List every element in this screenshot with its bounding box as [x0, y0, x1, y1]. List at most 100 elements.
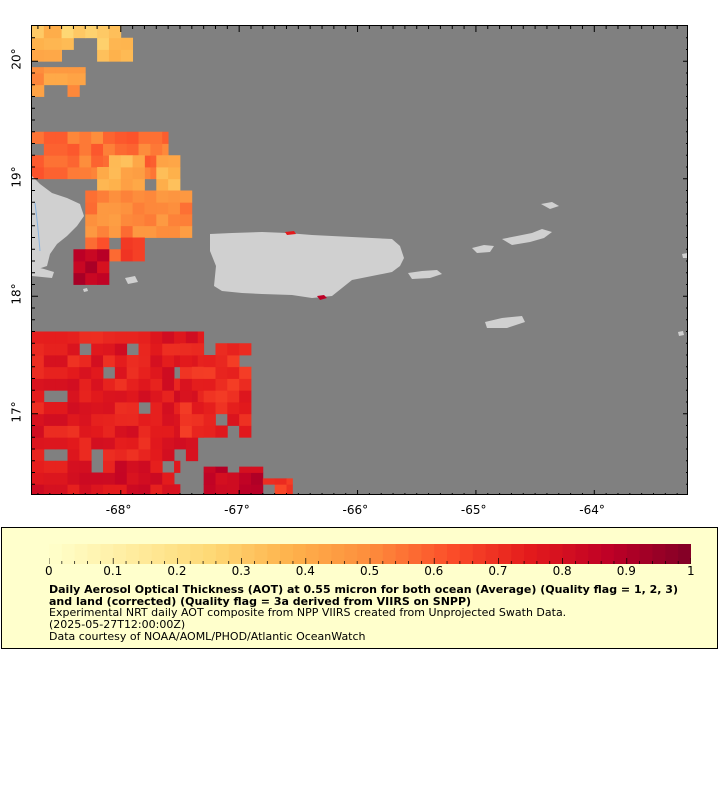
colorbar-swatch	[215, 544, 230, 564]
colorbar-label-0: 0	[45, 564, 53, 578]
aot-cell	[97, 237, 110, 250]
aot-cell	[43, 26, 57, 39]
puerto-rico-land	[210, 232, 404, 298]
colorbar-swatch	[536, 544, 551, 564]
colorbar-swatch	[344, 544, 358, 564]
aot-cell	[185, 449, 199, 462]
aot-cell	[120, 237, 134, 250]
aot-cell	[191, 402, 205, 415]
aot-cell	[138, 366, 151, 379]
aot-cell	[162, 331, 175, 344]
aot-cell	[79, 331, 92, 344]
aot-cell	[239, 366, 252, 379]
aot-cell	[91, 472, 104, 485]
aot-cell	[179, 214, 193, 227]
aot-cell	[55, 331, 68, 344]
aot-cell	[215, 378, 228, 391]
aot-cell	[85, 261, 98, 274]
aot-cell	[108, 214, 122, 227]
aot-cell	[108, 49, 122, 62]
aot-cell	[61, 37, 74, 50]
aot-cell	[150, 331, 163, 344]
aot-cell	[120, 155, 134, 168]
aot-cell	[126, 331, 139, 344]
aot-cell	[150, 366, 163, 379]
legend-title: Daily Aerosol Optical Thickness (AOT) at…	[49, 583, 678, 608]
aot-cell	[144, 190, 157, 203]
aot-cell	[32, 378, 45, 391]
legend-time: (2025-05-27T12:00:00Z)	[49, 618, 186, 631]
colorbar-swatch	[87, 544, 101, 564]
aot-cell	[168, 167, 181, 180]
aot-cell	[85, 225, 98, 238]
aot-cell	[79, 413, 92, 426]
aot-cell	[215, 425, 228, 438]
aot-cell	[67, 390, 80, 403]
aot-cell	[43, 73, 57, 86]
aot-cell	[108, 225, 122, 238]
aot-cell	[227, 343, 240, 356]
aot-cell	[114, 331, 128, 344]
aot-cell	[67, 472, 80, 485]
colorbar-swatch	[164, 544, 178, 564]
aot-cell	[126, 131, 139, 144]
aot-cell	[55, 437, 68, 450]
colorbar-swatch	[639, 544, 653, 564]
aot-cell	[126, 484, 139, 494]
aot-cell	[138, 331, 151, 344]
anegada-land	[541, 202, 559, 209]
aot-cell	[103, 390, 116, 403]
virgin-islands-land	[502, 229, 552, 245]
aot-cell	[179, 390, 193, 403]
aot-cell	[55, 143, 68, 156]
aot-cell	[156, 202, 169, 215]
aot-cell	[179, 225, 193, 238]
aot-cell	[91, 425, 104, 438]
aot-cell	[67, 378, 80, 391]
aot-cell	[162, 449, 175, 462]
aot-cell	[162, 378, 175, 391]
aot-cell	[239, 402, 252, 415]
aot-cell	[55, 425, 68, 438]
aot-cell	[32, 343, 45, 356]
aot-cell	[179, 343, 193, 356]
aot-cell	[215, 466, 228, 473]
aot-cell	[203, 390, 216, 403]
vieques-land	[408, 270, 442, 279]
aot-cell	[126, 366, 139, 379]
aot-cell	[97, 225, 110, 238]
aot-cell	[203, 413, 216, 426]
aot-cell	[85, 249, 98, 262]
aot-cell	[55, 355, 68, 368]
aot-cell	[114, 355, 128, 368]
aot-cell	[203, 366, 216, 379]
colorbar-swatch	[524, 544, 538, 564]
aot-cell	[251, 484, 264, 494]
colorbar-label-0.3: 0.3	[231, 564, 251, 578]
aot-cell	[55, 472, 68, 485]
colorbar-swatch	[447, 544, 461, 564]
aot-cell	[126, 413, 139, 426]
colorbar-swatch	[280, 544, 294, 564]
colorbar-swatch	[49, 544, 63, 564]
aot-cell	[108, 178, 122, 191]
aot-cell	[43, 155, 57, 168]
colorbar-swatch	[498, 544, 512, 564]
aot-cell	[32, 84, 45, 97]
aot-cell	[138, 460, 151, 473]
aot-cell	[79, 355, 92, 368]
aot-cell	[138, 143, 151, 156]
aot-cell	[55, 155, 68, 168]
aot-cell	[55, 167, 68, 180]
aot-cell	[67, 484, 80, 494]
aot-cell	[138, 378, 151, 391]
aot-cell	[191, 378, 205, 391]
aot-cell	[91, 131, 104, 144]
aot-cell	[239, 425, 252, 438]
aot-cell	[191, 343, 205, 356]
aot-cell	[67, 355, 80, 368]
aot-cell	[150, 390, 163, 403]
aot-cell	[43, 167, 57, 180]
aot-cell	[138, 484, 151, 494]
aot-cell	[126, 378, 139, 391]
